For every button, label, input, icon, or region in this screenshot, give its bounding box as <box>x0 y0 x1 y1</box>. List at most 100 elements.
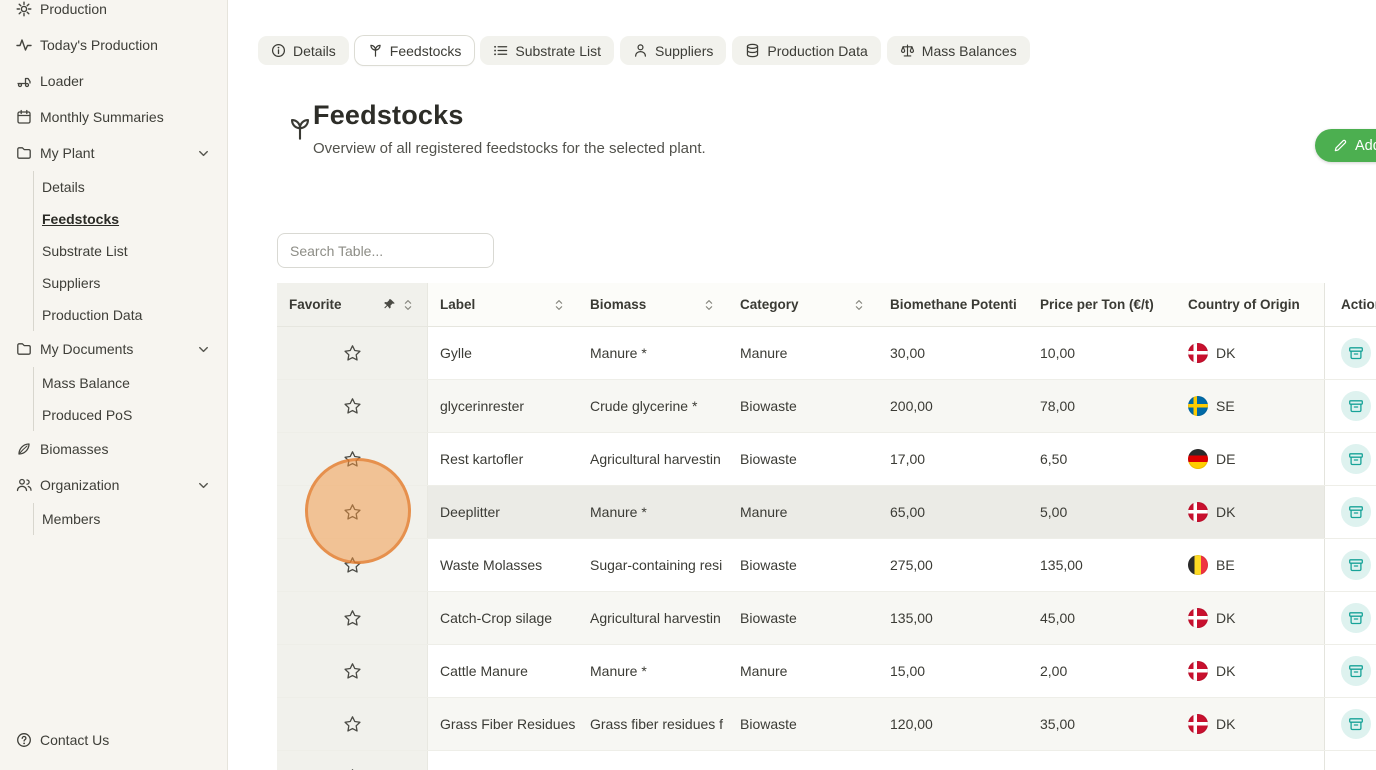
archive-button[interactable] <box>1341 656 1371 686</box>
database-icon <box>745 43 760 58</box>
add-button[interactable]: Add <box>1315 129 1376 162</box>
star-icon <box>342 555 363 576</box>
header-favorite-icons <box>383 298 415 312</box>
tab-bar: Details Feedstocks Substrate List Suppli… <box>258 36 1030 65</box>
sort-icon[interactable] <box>552 298 566 312</box>
category-cell: Biowaste <box>740 557 797 573</box>
pencil-icon <box>1333 138 1348 153</box>
biomethane-cell: 65,00 <box>890 504 926 520</box>
sidebar-item-todays-production[interactable]: Today's Production <box>0 27 227 63</box>
favorite-star-button[interactable] <box>340 553 364 577</box>
country-cell: DK <box>1176 698 1324 750</box>
table-row[interactable]: Cattle Manure Manure * Manure 15,00 2,00… <box>277 645 1376 698</box>
sidebar-item-members[interactable]: Members <box>42 511 101 527</box>
sidebar-item-label: Production <box>40 1 107 17</box>
favorite-star-button[interactable] <box>340 394 364 418</box>
sidebar-item-my-documents[interactable]: My Documents <box>0 331 227 367</box>
country-flag-icon <box>1188 343 1208 363</box>
sort-icon[interactable] <box>401 298 415 312</box>
sidebar-item-my-plant[interactable]: My Plant <box>0 135 227 171</box>
sidebar-item-production[interactable]: Production <box>0 0 227 27</box>
country-code: DK <box>1216 663 1236 679</box>
tab-suppliers[interactable]: Suppliers <box>620 36 727 65</box>
sidebar-item-production-data[interactable]: Production Data <box>42 307 143 323</box>
category-cell <box>728 751 878 770</box>
header-label-column[interactable]: Label <box>428 283 578 326</box>
header-biomethane-potential[interactable]: Biomethane Potenti <box>878 283 1028 326</box>
biomethane-cell: 200,00 <box>890 398 933 414</box>
sort-icon[interactable] <box>852 298 866 312</box>
biomethane-cell: 120,00 <box>890 716 933 732</box>
category-cell: Biowaste <box>740 716 797 732</box>
tab-production-data[interactable]: Production Data <box>732 36 881 65</box>
chevron-down-icon[interactable] <box>196 342 211 357</box>
star-icon <box>342 343 363 364</box>
archive-button[interactable] <box>1341 444 1371 474</box>
price-cell: 2,00 <box>1040 663 1068 679</box>
search-input[interactable] <box>277 233 494 268</box>
sidebar-item-substrate-list[interactable]: Substrate List <box>42 243 128 259</box>
header-label: Label <box>440 297 476 312</box>
sidebar-item-organization[interactable]: Organization <box>0 467 227 503</box>
country-cell: DK <box>1176 592 1324 644</box>
tab-mass-balances[interactable]: Mass Balances <box>886 36 1030 65</box>
contact-us-label: Contact Us <box>40 732 110 748</box>
table-row[interactable]: Gylle Manure * Manure 30,00 10,00 DK <box>277 327 1376 380</box>
archive-icon <box>1348 610 1364 626</box>
country-flag-icon <box>1188 661 1208 681</box>
label-cell <box>428 751 578 770</box>
sidebar-item-loader[interactable]: Loader <box>0 63 227 99</box>
favorite-star-button[interactable] <box>340 341 364 365</box>
star-icon <box>342 449 363 470</box>
table-row[interactable] <box>277 751 1376 770</box>
tab-label: Substrate List <box>515 42 601 59</box>
tab-feedstocks[interactable]: Feedstocks <box>354 36 475 65</box>
tab-details[interactable]: Details <box>258 36 349 65</box>
table-row[interactable]: glycerinrester Crude glycerine * Biowast… <box>277 380 1376 433</box>
header-category[interactable]: Category <box>728 283 878 326</box>
archive-icon <box>1348 663 1364 679</box>
sort-icon[interactable] <box>702 298 716 312</box>
favorite-star-button[interactable] <box>340 659 364 683</box>
favorite-star-button[interactable] <box>340 712 364 736</box>
archive-button[interactable] <box>1341 603 1371 633</box>
favorite-star-button[interactable] <box>340 765 364 770</box>
header-biomass[interactable]: Biomass <box>578 283 728 326</box>
header-country-of-origin[interactable]: Country of Origin <box>1176 283 1324 326</box>
table-row[interactable]: Deeplitter Manure * Manure 65,00 5,00 DK <box>277 486 1376 539</box>
label-cell: Deeplitter <box>440 504 500 520</box>
price-cell: 5,00 <box>1040 504 1068 520</box>
star-icon <box>342 608 363 629</box>
favorite-star-button[interactable] <box>340 606 364 630</box>
chevron-down-icon[interactable] <box>196 146 211 161</box>
favorite-star-button[interactable] <box>340 500 364 524</box>
archive-button[interactable] <box>1341 497 1371 527</box>
favorite-star-button[interactable] <box>340 447 364 471</box>
sidebar-item-feedstocks[interactable]: Feedstocks <box>42 211 120 227</box>
sidebar-item-suppliers[interactable]: Suppliers <box>42 275 101 291</box>
header-label: Country of Origin <box>1188 297 1300 312</box>
header-price-per-ton[interactable]: Price per Ton (€/t) <box>1028 283 1176 326</box>
pin-icon[interactable] <box>383 298 396 311</box>
country-cell: DK <box>1176 486 1324 538</box>
chevron-down-icon[interactable] <box>196 478 211 493</box>
sidebar-item-mass-balance[interactable]: Mass Balance <box>42 375 130 391</box>
sidebar-item-produced-pos[interactable]: Produced PoS <box>42 407 133 423</box>
sidebar-item-details[interactable]: Details <box>42 179 85 195</box>
table-row[interactable]: Waste Molasses Sugar-containing resi Bio… <box>277 539 1376 592</box>
archive-button[interactable] <box>1341 709 1371 739</box>
archive-button[interactable] <box>1341 338 1371 368</box>
organization-subnav: Members <box>33 503 227 535</box>
tab-substrate-list[interactable]: Substrate List <box>480 36 614 65</box>
loader-icon <box>16 73 32 89</box>
archive-button[interactable] <box>1341 550 1371 580</box>
table-row[interactable]: Catch-Crop silage Agricultural harvestin… <box>277 592 1376 645</box>
sidebar-item-contact-us[interactable]: Contact Us <box>16 732 109 748</box>
table-row[interactable]: Grass Fiber Residues Grass fiber residue… <box>277 698 1376 751</box>
archive-button[interactable] <box>1341 391 1371 421</box>
sidebar-item-monthly-summaries[interactable]: Monthly Summaries <box>0 99 227 135</box>
star-icon <box>342 661 363 682</box>
header-favorite[interactable]: Favorite <box>277 283 428 326</box>
sidebar-item-biomasses[interactable]: Biomasses <box>0 431 227 467</box>
table-row[interactable]: Rest kartofler Agricultural harvestin Bi… <box>277 433 1376 486</box>
